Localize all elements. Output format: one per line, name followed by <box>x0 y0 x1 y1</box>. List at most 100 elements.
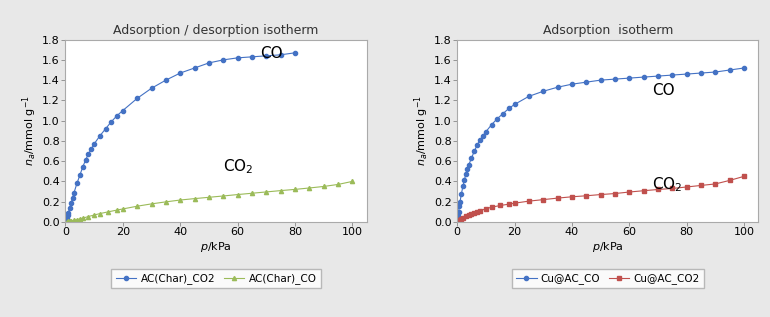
Legend: AC(Char)_CO2, AC(Char)_CO: AC(Char)_CO2, AC(Char)_CO <box>112 269 321 288</box>
Legend: Cu@AC_CO, Cu@AC_CO2: Cu@AC_CO, Cu@AC_CO2 <box>511 269 704 288</box>
AC(Char)_CO2 <box>112 114 122 118</box>
Cu@AC_CO2 <box>473 210 482 214</box>
Cu@AC_CO2 <box>624 190 634 194</box>
AC(Char)_CO2 <box>72 182 82 185</box>
AC(Char)_CO2 <box>62 218 71 222</box>
Cu@AC_CO <box>624 76 634 80</box>
Text: CO: CO <box>260 46 283 61</box>
Cu@AC_CO <box>481 130 490 134</box>
Cu@AC_CO <box>510 102 519 106</box>
AC(Char)_CO <box>290 187 300 191</box>
Cu@AC_CO <box>493 117 502 120</box>
AC(Char)_CO <box>233 193 243 197</box>
Cu@AC_CO <box>470 149 479 153</box>
AC(Char)_CO <box>75 217 85 221</box>
X-axis label: $p$/kPa: $p$/kPa <box>592 240 624 254</box>
Cu@AC_CO2 <box>524 199 534 203</box>
Cu@AC_CO <box>461 172 470 176</box>
Cu@AC_CO <box>567 82 577 86</box>
Cu@AC_CO2 <box>464 213 474 217</box>
AC(Char)_CO2 <box>190 66 199 70</box>
Text: CO$_2$: CO$_2$ <box>652 176 683 194</box>
AC(Char)_CO <box>69 218 79 222</box>
AC(Char)_CO2 <box>119 109 128 113</box>
AC(Char)_CO <box>161 200 170 204</box>
Cu@AC_CO2 <box>581 194 591 198</box>
Cu@AC_CO2 <box>470 211 479 215</box>
Cu@AC_CO2 <box>487 205 496 209</box>
Cu@AC_CO <box>464 163 474 167</box>
Cu@AC_CO2 <box>458 216 467 220</box>
Cu@AC_CO <box>668 73 677 77</box>
Cu@AC_CO <box>581 80 591 84</box>
AC(Char)_CO2 <box>78 165 87 169</box>
AC(Char)_CO2 <box>87 147 96 151</box>
AC(Char)_CO <box>65 219 75 223</box>
Cu@AC_CO <box>455 200 464 204</box>
Cu@AC_CO <box>454 210 464 214</box>
Cu@AC_CO <box>454 214 463 218</box>
Cu@AC_CO2 <box>654 188 663 191</box>
AC(Char)_CO <box>132 204 142 208</box>
Cu@AC_CO <box>478 134 487 138</box>
Cu@AC_CO2 <box>711 182 720 186</box>
Cu@AC_CO2 <box>611 192 620 196</box>
AC(Char)_CO <box>204 195 213 199</box>
Y-axis label: $n_a$/mmol g$^{-1}$: $n_a$/mmol g$^{-1}$ <box>21 95 39 166</box>
AC(Char)_CO <box>89 213 99 217</box>
AC(Char)_CO2 <box>69 191 79 194</box>
Cu@AC_CO <box>611 77 620 81</box>
AC(Char)_CO <box>84 215 93 218</box>
AC(Char)_CO2 <box>107 120 116 124</box>
Cu@AC_CO <box>696 71 705 75</box>
AC(Char)_CO2 <box>219 58 228 62</box>
Cu@AC_CO2 <box>739 174 748 178</box>
Cu@AC_CO <box>457 192 466 196</box>
Cu@AC_CO <box>739 66 748 70</box>
Cu@AC_CO <box>538 89 547 93</box>
Cu@AC_CO2 <box>467 212 476 216</box>
Cu@AC_CO <box>504 107 514 110</box>
Cu@AC_CO2 <box>682 185 691 189</box>
AC(Char)_CO2 <box>63 213 72 217</box>
AC(Char)_CO2 <box>276 53 286 57</box>
Title: Adsorption  isotherm: Adsorption isotherm <box>543 24 673 37</box>
AC(Char)_CO2 <box>204 61 213 65</box>
Cu@AC_CO2 <box>476 209 485 213</box>
AC(Char)_CO2 <box>132 96 142 100</box>
AC(Char)_CO2 <box>176 71 185 75</box>
AC(Char)_CO2 <box>64 211 73 215</box>
Title: Adsorption / desorption isotherm: Adsorption / desorption isotherm <box>113 24 319 37</box>
Cu@AC_CO <box>498 112 507 115</box>
AC(Char)_CO <box>305 186 314 190</box>
Cu@AC_CO <box>455 204 464 208</box>
AC(Char)_CO <box>276 189 286 192</box>
Cu@AC_CO <box>487 123 496 126</box>
Cu@AC_CO2 <box>553 196 562 200</box>
AC(Char)_CO <box>219 194 228 198</box>
Cu@AC_CO <box>524 94 534 98</box>
Cu@AC_CO <box>463 167 472 171</box>
AC(Char)_CO <box>262 190 271 194</box>
AC(Char)_CO <box>72 218 82 222</box>
Cu@AC_CO2 <box>596 193 605 197</box>
AC(Char)_CO2 <box>161 78 170 82</box>
Cu@AC_CO2 <box>567 195 577 199</box>
AC(Char)_CO <box>78 216 87 220</box>
Cu@AC_CO <box>639 75 648 79</box>
Cu@AC_CO <box>473 143 482 147</box>
AC(Char)_CO2 <box>101 127 110 131</box>
AC(Char)_CO2 <box>95 134 105 138</box>
AC(Char)_CO <box>104 210 113 214</box>
Text: CO$_2$: CO$_2$ <box>223 157 254 176</box>
AC(Char)_CO <box>112 208 122 212</box>
Cu@AC_CO <box>460 178 469 182</box>
AC(Char)_CO <box>190 197 199 201</box>
Cu@AC_CO2 <box>510 201 519 205</box>
Cu@AC_CO <box>476 138 485 142</box>
AC(Char)_CO2 <box>62 216 72 220</box>
Line: Cu@AC_CO2: Cu@AC_CO2 <box>457 174 746 223</box>
Cu@AC_CO2 <box>457 217 466 221</box>
AC(Char)_CO2 <box>66 201 75 204</box>
AC(Char)_CO <box>319 184 328 188</box>
